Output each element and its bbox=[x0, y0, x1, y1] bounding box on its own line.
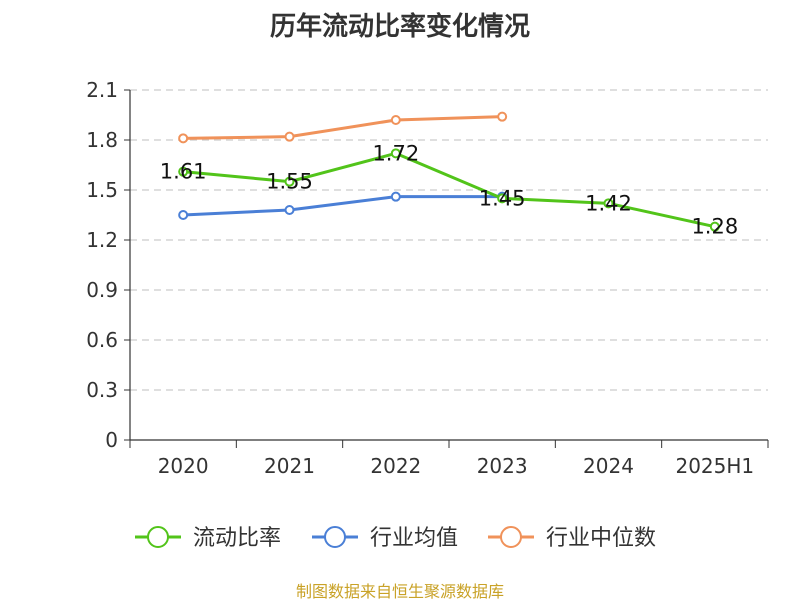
data-point bbox=[178, 210, 189, 220]
legend-marker bbox=[147, 526, 169, 548]
data-label: 1.42 bbox=[585, 191, 632, 215]
data-point bbox=[497, 111, 508, 122]
data-point bbox=[284, 205, 295, 215]
legend-item[interactable]: 行业均值 bbox=[312, 526, 458, 551]
y-tick-label: 1.8 bbox=[86, 128, 118, 152]
y-tick-label: 0.9 bbox=[86, 278, 118, 302]
data-point bbox=[284, 131, 295, 142]
data-point bbox=[497, 193, 508, 204]
chart-title: 历年流动比率变化情况 bbox=[269, 12, 530, 42]
series-layer bbox=[178, 111, 720, 232]
x-tick-label: 2020 bbox=[158, 454, 209, 478]
x-tick-label: 2025H1 bbox=[675, 454, 754, 478]
legend-marker bbox=[500, 526, 522, 548]
y-tick-label: 1.5 bbox=[86, 178, 118, 202]
data-label: 1.45 bbox=[479, 186, 526, 210]
y-tick-label: 2.1 bbox=[86, 78, 118, 102]
grid-lines bbox=[130, 89, 768, 391]
data-label: 1.28 bbox=[691, 215, 738, 239]
y-tick-label: 0 bbox=[105, 428, 118, 452]
data-point bbox=[709, 221, 720, 232]
data-point bbox=[390, 115, 401, 125]
x-tick-label: 2022 bbox=[370, 454, 421, 478]
data-point bbox=[390, 148, 401, 159]
axes: 0 0.3 0.6 0.9 1.2 1.5 1.8 2.1 2020 2021 2022 2023 20… bbox=[86, 78, 769, 478]
y-tick-label: 1.2 bbox=[86, 228, 118, 252]
data-point bbox=[603, 198, 614, 209]
y-tick-label: 0.3 bbox=[86, 378, 118, 402]
data-point bbox=[178, 133, 189, 144]
legend-label: 行业中位数 bbox=[546, 526, 656, 551]
x-tick-label: 2024 bbox=[583, 454, 634, 478]
x-tick-label: 2021 bbox=[264, 454, 315, 478]
legend-label: 行业均值 bbox=[370, 526, 458, 551]
source-note: 制图数据来自恒生聚源数据库 bbox=[295, 582, 504, 601]
data-label: 1.61 bbox=[160, 160, 207, 184]
data-label: 1.55 bbox=[266, 170, 313, 194]
data-label: 1.72 bbox=[372, 141, 419, 165]
series-line bbox=[183, 151, 716, 229]
legend-marker bbox=[324, 526, 346, 548]
legend[interactable]: 流动比率 行业均值 行业中位数 bbox=[135, 526, 656, 551]
legend-label: 流动比率 bbox=[193, 526, 281, 551]
series-line bbox=[183, 195, 503, 217]
data-point bbox=[390, 191, 401, 202]
series-line bbox=[183, 115, 503, 140]
legend-item[interactable]: 行业中位数 bbox=[488, 526, 656, 551]
data-labels: 1.61 1.55 1.72 1.45 1.42 1.28 bbox=[160, 141, 738, 238]
y-tick-label: 0.6 bbox=[86, 328, 118, 352]
x-tick-label: 2023 bbox=[477, 454, 528, 478]
data-point bbox=[284, 176, 295, 187]
data-point bbox=[178, 166, 189, 177]
legend-item[interactable]: 流动比率 bbox=[135, 526, 281, 551]
